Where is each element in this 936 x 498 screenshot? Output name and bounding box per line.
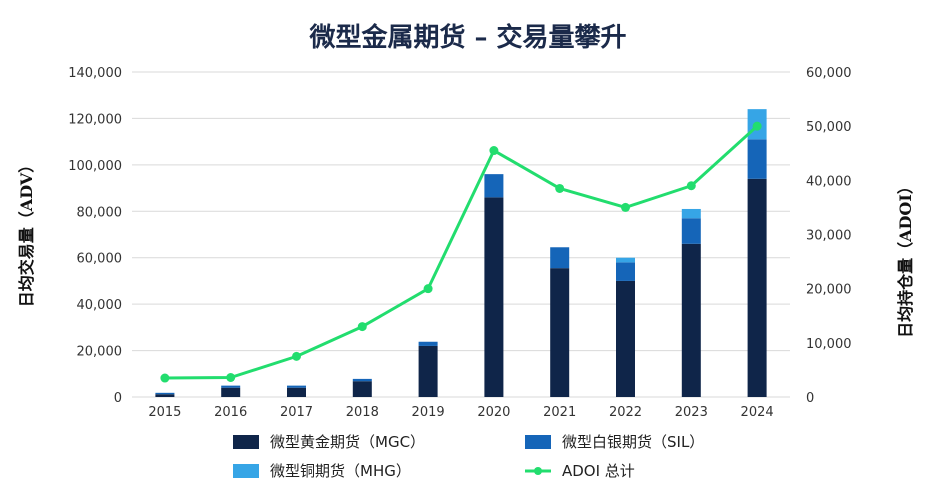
left-axis-title: 日均交易量（ADV） (17, 157, 36, 307)
y-tick-label: 100,000 (68, 159, 122, 174)
legend-item-adoi: ADOI 总计 (525, 462, 635, 480)
legend-swatch-mhg (233, 464, 259, 478)
right-axis-title: 日均持仓量（ADOI） (896, 178, 915, 338)
bar-mgc (287, 387, 306, 397)
legend-swatch-mgc (233, 435, 259, 449)
left-axis-ticks: 0 20,000 40,000 60,000 80,000 100,000 120,000 1… (68, 66, 122, 406)
adoi-line (160, 121, 762, 383)
legend-label-sil: 微型白银期货（SIL） (562, 433, 704, 451)
y-tick-label: 0 (114, 391, 122, 406)
bar-sil (221, 385, 241, 388)
legend-item-mgc: 微型黄金期货（MGC） (233, 433, 425, 451)
y-tick-label: 40,000 (77, 298, 123, 313)
bar-sil (418, 341, 438, 346)
y2-tick-label: 0 (806, 391, 814, 406)
adoi-point (621, 202, 630, 212)
x-tick-label: 2022 (609, 405, 642, 420)
bar-sil (155, 392, 175, 395)
adoi-point (423, 284, 433, 294)
adoi-point (226, 373, 236, 382)
adoi-point (489, 146, 499, 156)
y-tick-label: 60,000 (77, 252, 123, 267)
x-tick-label: 2020 (477, 405, 510, 420)
y2-tick-label: 10,000 (806, 337, 852, 352)
bar-sil (484, 174, 504, 198)
adoi-line-path (164, 125, 759, 380)
x-tick-label: 2021 (543, 405, 576, 420)
x-tick-label: 2015 (148, 405, 181, 420)
bar-mgc (747, 178, 767, 397)
x-tick-label: 2017 (280, 405, 313, 420)
adoi-point (160, 373, 170, 383)
legend-label-mgc: 微型黄金期货（MGC） (270, 433, 425, 451)
x-tick-label: 2024 (741, 405, 774, 420)
x-axis-ticks: 2015 2016 2017 2018 2019 2020 2021 2022 2023 2024 (148, 405, 773, 420)
bar-sil (352, 378, 372, 382)
y-tick-label: 140,000 (68, 66, 122, 81)
bar-sil (287, 385, 306, 388)
legend-item-sil: 微型白银期货（SIL） (525, 433, 704, 451)
x-tick-label: 2019 (412, 405, 445, 420)
bar-sil (681, 218, 701, 244)
bar-mgc (155, 394, 175, 397)
adoi-point (357, 322, 367, 332)
bars (155, 109, 767, 397)
grid-lines (132, 71, 790, 398)
bar-sil (747, 139, 767, 179)
x-tick-label: 2016 (214, 405, 247, 420)
adoi-point (292, 351, 301, 361)
y-tick-label: 20,000 (77, 345, 123, 360)
bar-sil (550, 247, 570, 269)
bar-mgc (418, 345, 438, 397)
legend-swatch-sil (525, 435, 551, 449)
y2-tick-label: 20,000 (806, 283, 852, 298)
bar-mhg (616, 257, 635, 263)
y2-tick-label: 60,000 (806, 66, 852, 81)
legend: 微型黄金期货（MGC） 微型白银期货（SIL） 微型铜期货（MHG） ADOI … (233, 433, 704, 480)
adoi-point (555, 183, 565, 193)
bar-mgc (681, 243, 701, 397)
adoi-point (752, 121, 762, 131)
y-tick-label: 120,000 (68, 112, 122, 127)
adoi-point (686, 181, 696, 191)
chart-title: 微型金属期货 – 交易量攀升 (308, 22, 626, 53)
bar-mgc (221, 387, 241, 397)
legend-label-mhg: 微型铜期货（MHG） (270, 462, 411, 480)
bar-sil (616, 262, 635, 281)
bar-mhg (681, 208, 701, 219)
bar-mgc (550, 268, 570, 397)
legend-marker-adoi (534, 467, 542, 475)
bar-mgc (616, 280, 635, 397)
x-tick-label: 2018 (346, 405, 379, 420)
y2-tick-label: 30,000 (806, 229, 852, 244)
legend-label-adoi: ADOI 总计 (562, 462, 635, 480)
y-tick-label: 80,000 (77, 205, 123, 220)
y2-tick-label: 50,000 (806, 120, 852, 135)
right-axis-ticks: 0 10,000 20,000 30,000 40,000 50,000 60,000 (806, 66, 852, 406)
bar-mgc (484, 197, 504, 397)
y2-tick-label: 40,000 (806, 174, 852, 189)
x-tick-label: 2023 (675, 405, 708, 420)
legend-item-mhg: 微型铜期货（MHG） (233, 462, 411, 480)
bar-mgc (352, 381, 372, 397)
